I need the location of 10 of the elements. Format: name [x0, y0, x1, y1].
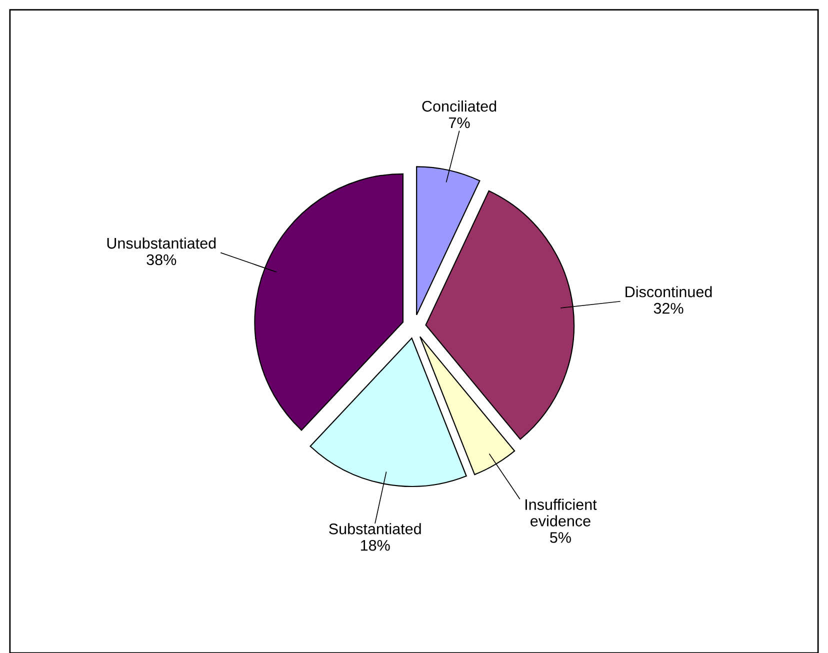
data-label: 38%: [146, 254, 176, 266]
slice-label: Discontinued: [626, 286, 712, 298]
data-label: 18%: [360, 540, 390, 551]
slice-label: Insufficient evidence: [526, 498, 597, 526]
data-label: 7%: [449, 117, 470, 128]
data-label: 32%: [654, 302, 684, 314]
data-label: 5%: [550, 532, 571, 543]
slice-label: Unsubstantiated: [107, 237, 216, 249]
slice-label: Substantiated: [329, 523, 421, 534]
slice-label: Conciliated: [422, 100, 496, 112]
